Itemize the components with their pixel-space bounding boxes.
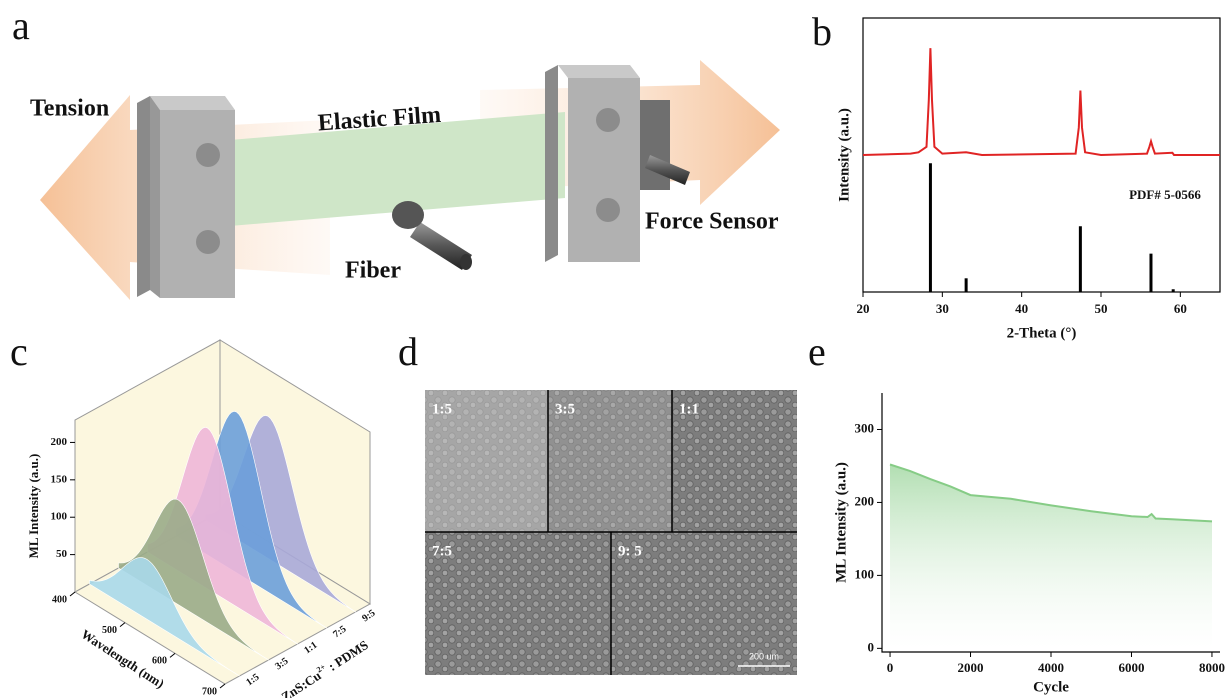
reference-label: PDF# 5-0566: [1129, 187, 1201, 202]
x-axis-label: 2-Theta (°): [1007, 325, 1077, 341]
y-axis-label: Intensity (a.u.): [836, 108, 852, 202]
z-axis-label-part: : PDMS: [323, 637, 371, 676]
y-axis-label: ML Intensity (a.u.): [833, 462, 849, 583]
z-tick-label: 50: [56, 548, 68, 560]
sem-image: [548, 390, 672, 532]
clamp: [137, 96, 150, 297]
ridge: [89, 557, 240, 677]
elastic-film: [230, 112, 565, 226]
x-tick-label: 50: [1095, 301, 1108, 316]
bolt: [196, 230, 220, 254]
axes: [881, 393, 1220, 653]
sem-label: 3:5: [555, 401, 575, 417]
sem-label: 9: 5: [618, 543, 642, 559]
clamp: [568, 78, 640, 262]
sem-image: [548, 390, 672, 532]
area-line: [889, 463, 1213, 523]
label: Fiber: [345, 258, 401, 284]
y-tick-label: 200: [855, 493, 875, 508]
x-tick-label: 700: [202, 686, 217, 697]
bolt: [196, 143, 220, 167]
sem-label: 1:1: [679, 401, 699, 417]
label: Force Sensor: [645, 209, 779, 235]
sensor-pin: [645, 155, 690, 185]
z-tick-label: 100: [51, 511, 68, 523]
bolt: [596, 108, 620, 132]
z-tick-label: 200: [51, 436, 68, 448]
z-tick-label: 150: [51, 473, 68, 485]
x-tick: [69, 591, 76, 597]
panel-label: b: [812, 9, 832, 54]
x-tick-label: 6000: [1118, 660, 1144, 675]
clamp: [160, 110, 235, 298]
x-tick-label: 40: [1015, 301, 1028, 316]
x-tick-label: 20: [857, 301, 870, 316]
x-tick-label: 8000: [1199, 660, 1225, 675]
x-tick-label: 400: [52, 594, 67, 605]
x-tick-label: 2000: [958, 660, 984, 675]
clamp: [150, 96, 160, 298]
fiber: [410, 222, 472, 270]
x-tick-label: 4000: [1038, 660, 1064, 675]
fiber: [460, 254, 472, 270]
x-tick: [119, 622, 126, 628]
category-label: 9:5: [360, 608, 377, 625]
sem-label: 7:5: [432, 543, 452, 559]
x-tick: [219, 683, 226, 689]
x-tick-label: 60: [1174, 301, 1187, 316]
ridge: [118, 498, 269, 661]
category-label: 1:1: [302, 640, 319, 657]
micrographs: 1:5 3:5 1:1 7:5 9: 5 200 um: [425, 390, 797, 675]
tensile-setup: Tension Elastic Film Fiber Force Sensor: [30, 60, 780, 300]
panel-label: e: [808, 329, 826, 374]
y-tick-label: 300: [855, 420, 875, 435]
bolt: [596, 198, 620, 222]
clamp: [545, 65, 558, 262]
clamp: [150, 96, 235, 110]
panel-label: d: [398, 329, 418, 374]
scale-label: 200 um: [749, 651, 779, 661]
xrd-line: [862, 48, 1220, 157]
label: Tension: [30, 96, 109, 122]
clamp: [558, 65, 640, 78]
x-tick-label: 600: [152, 656, 167, 667]
y-axis-label: ML Intensity (a.u.): [26, 454, 41, 559]
sem-image: [611, 532, 797, 675]
fiber: [392, 201, 424, 229]
category-label: 7:5: [331, 624, 348, 641]
x-tick-label: 30: [936, 301, 949, 316]
sem-image: [425, 390, 548, 532]
panel-label: a: [12, 3, 30, 48]
y-tick-label: 100: [855, 566, 875, 581]
sem-image: [672, 390, 797, 532]
x-tick: [169, 652, 176, 658]
z-axis-label-part: ZnS:Cu: [279, 668, 324, 698]
sem-image: [425, 532, 611, 675]
x-axis-label: Cycle: [1033, 679, 1069, 695]
y-tick-label: 0: [868, 639, 875, 654]
x-tick-label: 500: [102, 625, 117, 636]
x-tick-label: 0: [887, 660, 894, 675]
category-label: 1:5: [244, 672, 261, 689]
panel-label: c: [10, 329, 28, 374]
category-label: 3:5: [273, 656, 290, 673]
area-fill: [890, 464, 1212, 649]
sem-label: 1:5: [432, 401, 452, 417]
divider: [425, 390, 797, 675]
